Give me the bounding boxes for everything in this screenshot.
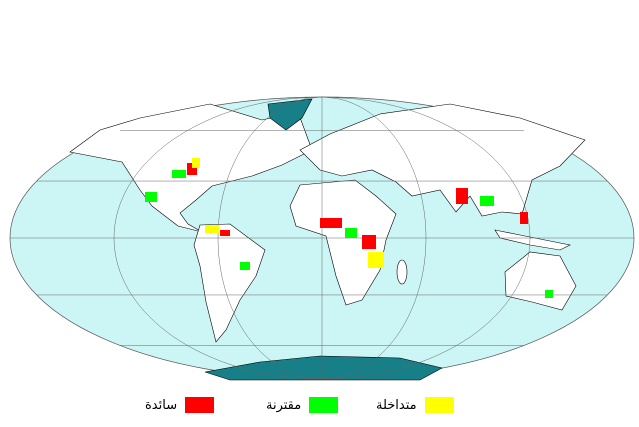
- legend-dominant: سائدة: [145, 396, 215, 414]
- south-america: [193, 223, 266, 343]
- patch-dominant: [187, 163, 197, 175]
- patch-dominant: [362, 235, 376, 249]
- australia: [504, 251, 577, 311]
- patch-dominant: [520, 212, 528, 224]
- patch-associated: [145, 192, 157, 202]
- patch-dominant: [220, 230, 230, 236]
- africa: [289, 179, 397, 306]
- patch-associated: [345, 228, 357, 238]
- patch-associated: [545, 290, 553, 298]
- patch-intermixed: [368, 252, 384, 268]
- patch-associated: [240, 262, 250, 270]
- patch-dominant: [320, 218, 342, 228]
- patch-associated: [480, 196, 494, 206]
- indonesia: [494, 229, 571, 251]
- legend-swatch-red: [185, 397, 215, 413]
- forest-type-patches: [145, 158, 553, 298]
- patch-dominant: [456, 188, 468, 204]
- legend-swatch-green: [309, 397, 339, 413]
- legend-associated: مقترنة: [266, 396, 339, 414]
- graticule: [10, 96, 634, 380]
- patch-intermixed: [192, 158, 200, 168]
- patch-associated: [172, 170, 186, 178]
- world-map: [9, 96, 635, 381]
- madagascar: [396, 259, 408, 285]
- legend-label: مقترنة: [266, 397, 302, 413]
- eurasia: [299, 103, 586, 217]
- patch-intermixed: [205, 225, 219, 233]
- antarctica: [204, 355, 443, 381]
- legend-label: سائدة: [145, 397, 178, 413]
- legend-label: متداخلة: [376, 397, 417, 413]
- greenland: [267, 98, 313, 131]
- legend-swatch-yellow: [424, 397, 454, 413]
- legend-intermixed: متداخلة: [376, 396, 454, 414]
